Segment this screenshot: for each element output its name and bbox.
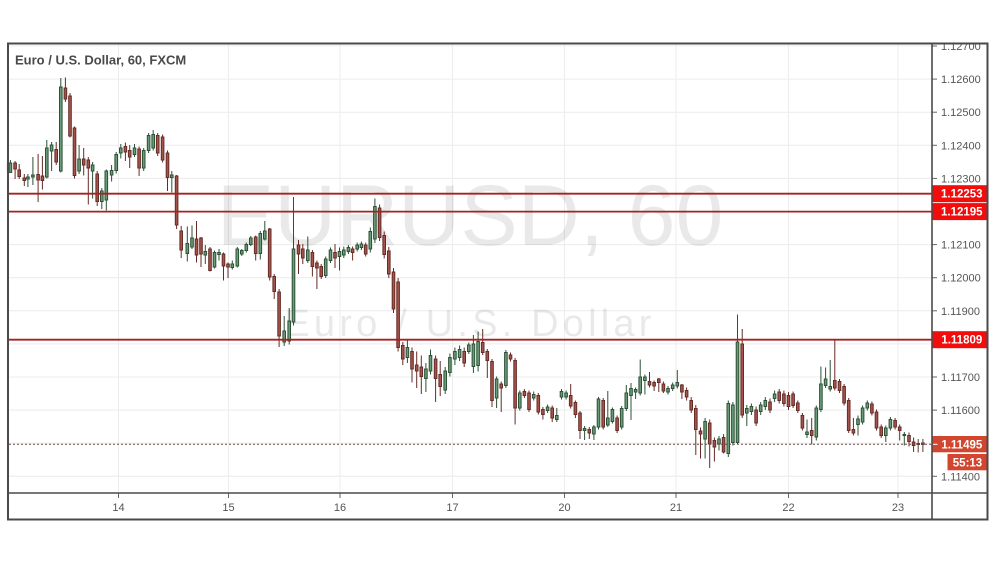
svg-text:1.11400: 1.11400 [941,471,980,483]
svg-text:22: 22 [782,502,794,514]
svg-text:EURUSD, 60: EURUSD, 60 [217,168,724,264]
svg-text:1.11600: 1.11600 [941,405,980,417]
svg-text:21: 21 [670,502,682,514]
svg-text:55:13: 55:13 [953,457,982,469]
svg-text:23: 23 [892,502,904,514]
svg-text:17: 17 [446,502,458,514]
svg-text:15: 15 [222,502,234,514]
svg-text:20: 20 [558,502,570,514]
svg-text:1.12253: 1.12253 [941,189,983,201]
svg-text:1.12300: 1.12300 [941,173,981,185]
svg-text:1.12500: 1.12500 [941,107,981,119]
svg-text:1.12600: 1.12600 [941,74,981,86]
svg-text:1.12000: 1.12000 [941,273,981,285]
svg-text:Euro / U.S. Dollar, 60, FXCM: Euro / U.S. Dollar, 60, FXCM [15,53,186,68]
svg-text:1.11900: 1.11900 [941,306,980,318]
svg-text:14: 14 [112,502,124,514]
svg-text:1.12195: 1.12195 [941,207,983,219]
svg-text:1.11495: 1.11495 [941,439,983,451]
svg-text:1.12100: 1.12100 [941,240,981,252]
svg-text:Euro / U.S. Dollar: Euro / U.S. Dollar [284,303,655,345]
svg-text:1.11809: 1.11809 [941,335,982,347]
svg-text:1.11700: 1.11700 [941,372,980,384]
svg-text:16: 16 [334,502,346,514]
svg-text:1.12400: 1.12400 [941,140,981,152]
